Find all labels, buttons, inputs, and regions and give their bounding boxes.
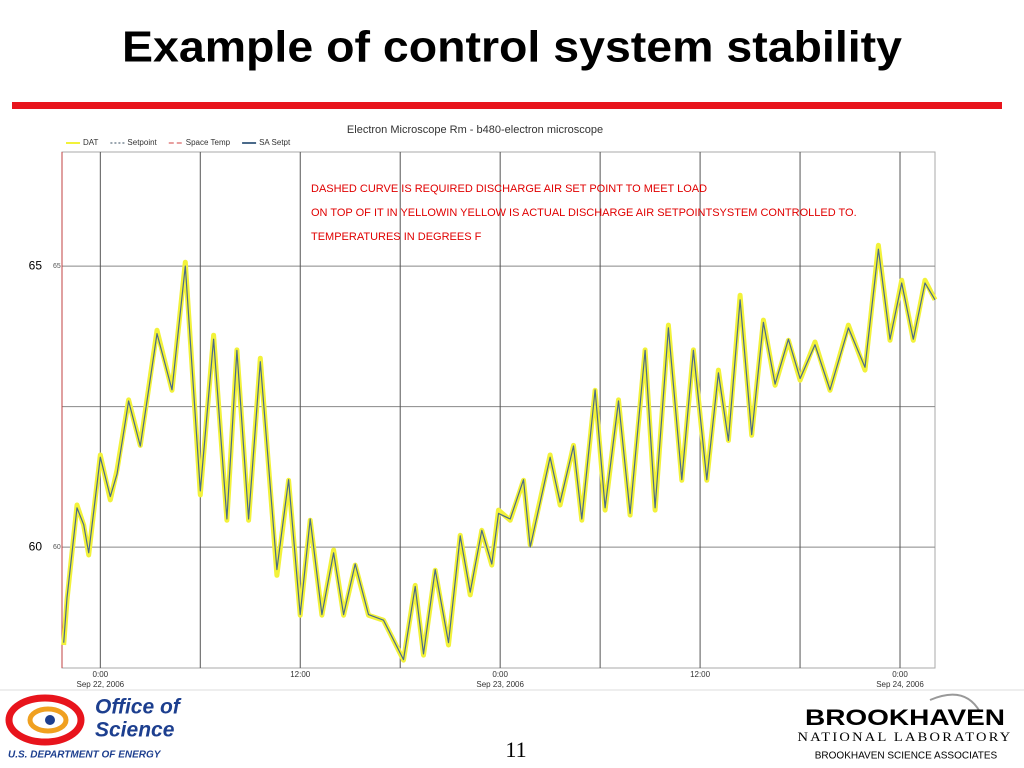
logo-text: Office of: [95, 696, 182, 719]
y-tick-label-inner: 60: [53, 544, 61, 551]
x-tick-date: Sep 22, 2006: [77, 680, 125, 689]
legend-label: Setpoint: [127, 138, 157, 147]
legend: DAT Setpoint Space Temp SA Setpt: [66, 138, 291, 147]
brookhaven-logo: BROOKHAVEN NATIONAL LABORATORY BROOKHAVE…: [798, 693, 1013, 762]
logo-ring: [27, 706, 69, 734]
y-tick-label: 60: [29, 539, 43, 553]
logo-text: U.S. DEPARTMENT OF ENERGY: [8, 750, 162, 761]
series-line: [61, 242, 938, 663]
logo-text: Science: [95, 719, 175, 742]
title-rule: [12, 102, 1002, 109]
y-tick-label: 65: [29, 258, 43, 272]
slide-title: Example of control system stability: [122, 23, 903, 72]
annotation: DASHED CURVE IS REQUIRED DISCHARGE AIR S…: [311, 183, 707, 195]
x-tick-label: 0:00: [93, 670, 109, 679]
logo-text: BROOKHAVEN: [805, 705, 1005, 730]
x-tick-date: Sep 23, 2006: [476, 680, 524, 689]
legend-label: SA Setpt: [259, 138, 291, 147]
x-tick-date: Sep 24, 2006: [876, 680, 924, 689]
chart-title: Electron Microscope Rm - b480-electron m…: [347, 124, 603, 136]
logo-ring: [5, 694, 85, 746]
x-tick-label: 0:00: [892, 670, 908, 679]
legend-label: Space Temp: [186, 138, 231, 147]
page-number: 11: [505, 737, 526, 762]
logo-dot: [45, 715, 55, 725]
grid: [62, 152, 935, 668]
annotation: ON TOP OF IT IN YELLOWIN YELLOW IS ACTUA…: [311, 207, 857, 219]
logo-arc: [929, 693, 981, 713]
x-tick-label: 12:00: [690, 670, 711, 679]
x-tick-label: 12:00: [290, 670, 311, 679]
y-tick-label-inner: 65: [53, 263, 61, 270]
logo-text: BROOKHAVEN SCIENCE ASSOCIATES: [815, 751, 998, 762]
annotation: TEMPERATURES IN DEGREES F: [311, 231, 482, 243]
plot: [61, 242, 938, 663]
logo-text: NATIONAL LABORATORY: [798, 729, 1013, 744]
office-of-science-logo: Office of Science U.S. DEPARTMENT OF ENE…: [5, 694, 182, 761]
series-line: [63, 248, 936, 661]
x-tick-label: 0:00: [492, 670, 508, 679]
legend-label: DAT: [83, 138, 99, 147]
